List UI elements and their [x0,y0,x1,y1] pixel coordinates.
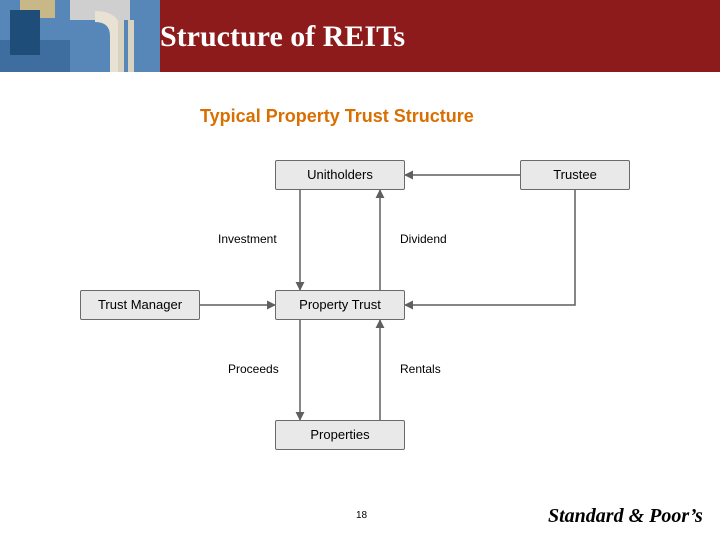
page-number: 18 [356,510,367,521]
node-label: Property Trust [299,297,381,312]
node-label: Properties [310,427,369,442]
edge-label-rentals: Rentals [400,362,441,376]
node-properties: Properties [275,420,405,450]
node-trust-manager: Trust Manager [80,290,200,320]
node-property-trust: Property Trust [275,290,405,320]
diagram-edges [0,0,720,540]
node-trustee: Trustee [520,160,630,190]
node-label: Trust Manager [98,297,182,312]
brand-logo-text: Standard & Poor’s [548,505,703,528]
node-unitholders: Unitholders [275,160,405,190]
edge-label-proceeds: Proceeds [228,362,279,376]
edge-label-dividend: Dividend [400,232,447,246]
node-label: Trustee [553,167,597,182]
node-label: Unitholders [307,167,373,182]
edge-label-investment: Investment [218,232,277,246]
